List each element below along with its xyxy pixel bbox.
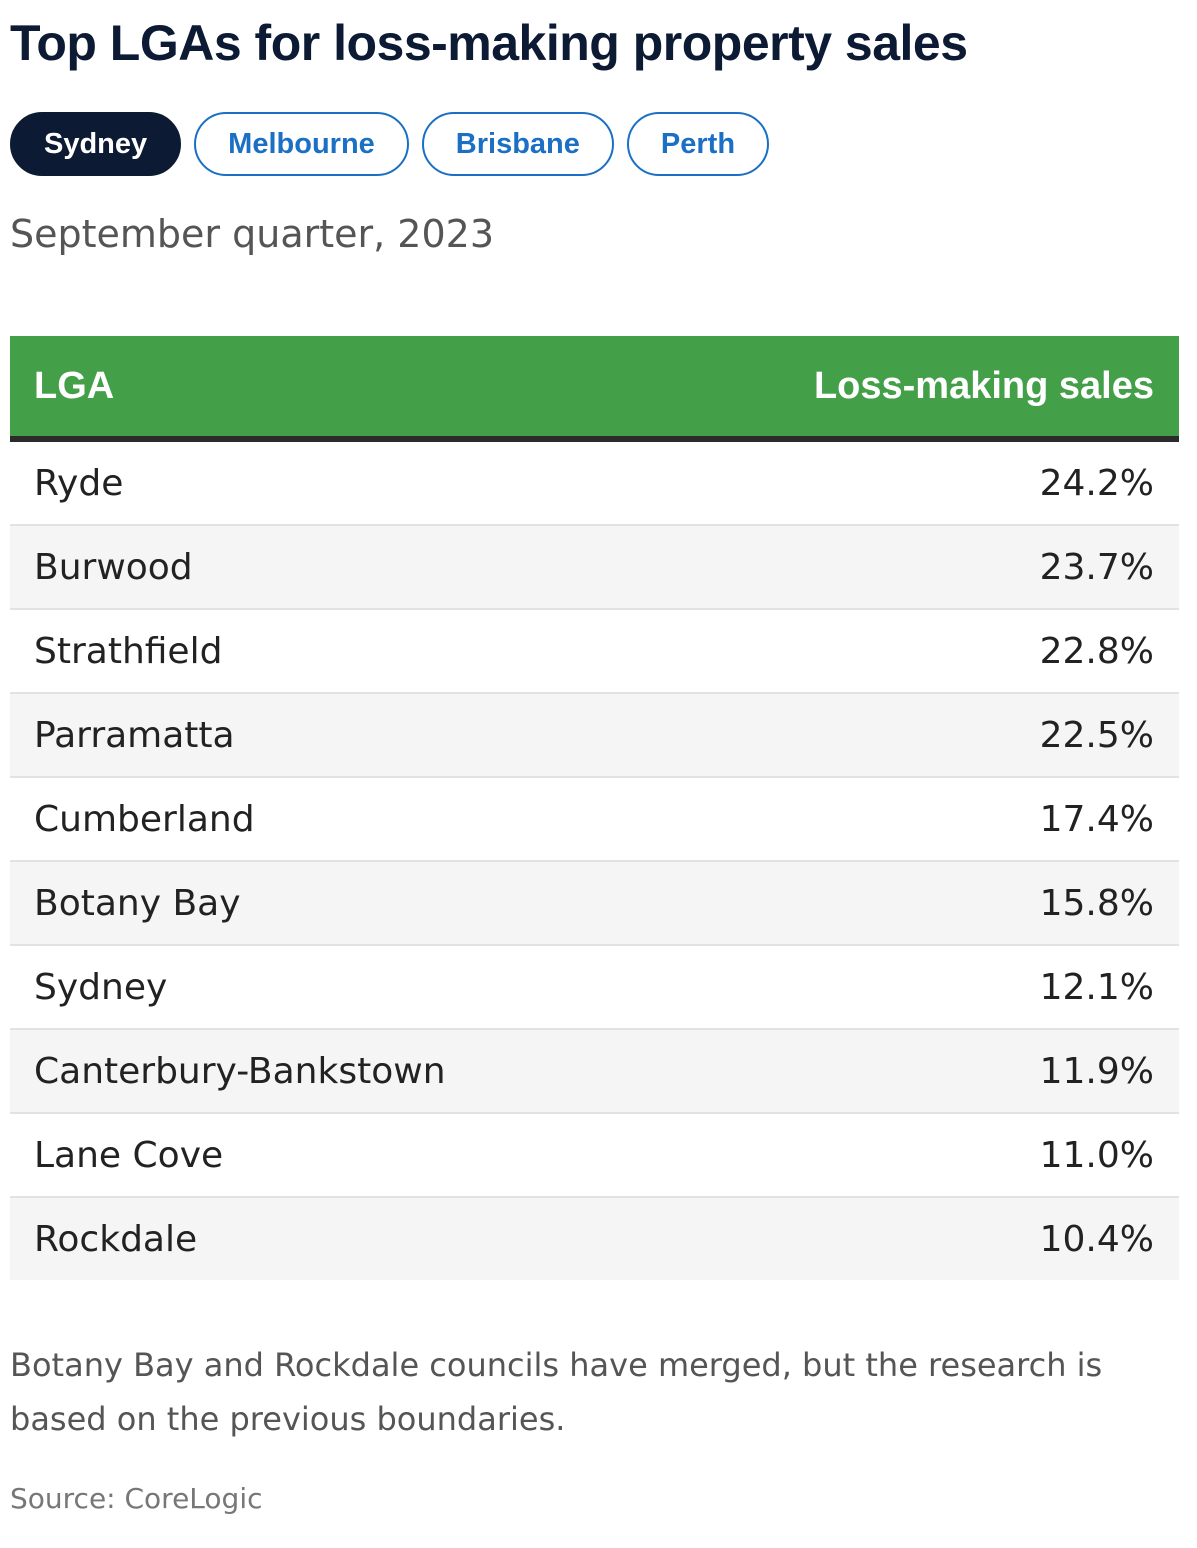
value-cell: 12.1% bbox=[1039, 966, 1154, 1008]
lga-cell: Parramatta bbox=[34, 714, 235, 756]
lga-cell: Cumberland bbox=[34, 798, 255, 840]
data-table: LGA Loss-making sales Ryde 24.2% Burwood… bbox=[10, 336, 1179, 1280]
tab-brisbane[interactable]: Brisbane bbox=[421, 112, 614, 176]
table-row: Strathfield 22.8% bbox=[10, 610, 1179, 694]
table-row: Parramatta 22.5% bbox=[10, 694, 1179, 778]
table-header: LGA Loss-making sales bbox=[10, 336, 1179, 442]
value-cell: 22.5% bbox=[1039, 714, 1154, 756]
value-cell: 22.8% bbox=[1039, 630, 1154, 672]
subtitle: September quarter, 2023 bbox=[10, 212, 494, 256]
column-header-loss-making-sales[interactable]: Loss-making sales bbox=[813, 364, 1154, 407]
lga-cell: Strathfield bbox=[34, 630, 223, 672]
table-row: Burwood 23.7% bbox=[10, 526, 1179, 610]
lga-cell: Burwood bbox=[34, 546, 193, 588]
table-row: Cumberland 17.4% bbox=[10, 778, 1179, 862]
footnote: Botany Bay and Rockdale councils have me… bbox=[10, 1346, 1103, 1438]
value-cell: 10.4% bbox=[1039, 1218, 1154, 1260]
column-header-lga[interactable]: LGA bbox=[34, 364, 115, 407]
value-cell: 23.7% bbox=[1039, 546, 1154, 588]
value-cell: 11.0% bbox=[1039, 1134, 1154, 1176]
value-cell: 17.4% bbox=[1039, 798, 1154, 840]
table-row: Lane Cove 11.0% bbox=[10, 1114, 1179, 1198]
lga-cell: Canterbury-Bankstown bbox=[34, 1050, 446, 1092]
city-tabs: Sydney Melbourne Brisbane Perth bbox=[10, 112, 770, 176]
lga-cell: Rockdale bbox=[34, 1218, 198, 1260]
table-row: Ryde 24.2% bbox=[10, 442, 1179, 526]
tab-sydney[interactable]: Sydney bbox=[10, 112, 182, 176]
tab-perth[interactable]: Perth bbox=[626, 112, 770, 176]
table-row: Botany Bay 15.8% bbox=[10, 862, 1179, 946]
tab-melbourne[interactable]: Melbourne bbox=[194, 112, 409, 176]
value-cell: 24.2% bbox=[1039, 462, 1154, 504]
table-row: Rockdale 10.4% bbox=[10, 1198, 1179, 1280]
table-row: Canterbury-Bankstown 11.9% bbox=[10, 1030, 1179, 1114]
lga-cell: Botany Bay bbox=[34, 882, 241, 924]
page-title: Top LGAs for loss-making property sales bbox=[10, 15, 968, 71]
value-cell: 11.9% bbox=[1039, 1050, 1154, 1092]
lga-cell: Ryde bbox=[34, 462, 124, 504]
lga-cell: Sydney bbox=[34, 966, 168, 1008]
value-cell: 15.8% bbox=[1039, 882, 1154, 924]
lga-cell: Lane Cove bbox=[34, 1134, 224, 1176]
table-row: Sydney 12.1% bbox=[10, 946, 1179, 1030]
table-body: Ryde 24.2% Burwood 23.7% Strathfield 22.… bbox=[10, 442, 1179, 1280]
source-credit: Source: CoreLogic bbox=[10, 1482, 263, 1515]
